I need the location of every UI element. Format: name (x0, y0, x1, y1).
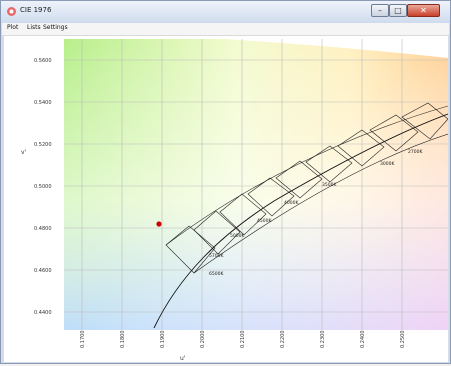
lower-band (193, 133, 449, 274)
x-tick-label: 0.2200 (280, 331, 286, 349)
cct-label: 4500K (257, 218, 272, 224)
menu-plot[interactable]: Plot (7, 24, 19, 31)
cct-label: 2700K (408, 149, 423, 155)
y-tick-label: 0.4400 (34, 310, 52, 316)
y-tick-label: 0.5000 (34, 184, 52, 190)
x-axis: 0.1700 0.1800 0.1900 0.2000 0.2100 0.220… (80, 331, 406, 363)
close-icon: ✕ (420, 6, 427, 15)
cct-label: 3000K (380, 161, 395, 167)
y-tick-label: 0.5400 (34, 100, 52, 106)
cct-label: 5700K (209, 253, 224, 259)
x-tick-label: 0.2300 (320, 331, 326, 349)
cct-label: 4000K (284, 200, 299, 206)
cct-label: 6500K (209, 271, 224, 277)
x-tick-label: 0.2500 (400, 331, 406, 349)
maximize-button[interactable]: □ (389, 4, 407, 17)
y-axis-label: v' (21, 149, 27, 156)
measurement-marker[interactable] (156, 221, 162, 227)
upper-band (165, 105, 449, 246)
minimize-button[interactable]: – (371, 4, 389, 17)
cct-label: 5000K (230, 233, 245, 239)
x-tick-label: 0.1700 (80, 331, 86, 349)
x-tick-label: 0.1800 (120, 331, 126, 349)
cie-diagram[interactable]: 0.5600 0.5400 0.5200 0.5000 0.4800 0.460… (4, 36, 449, 363)
maximize-icon: □ (394, 6, 402, 15)
x-tick-label: 0.2100 (240, 331, 246, 349)
menu-bar: Plot Lists Settings (2, 23, 449, 36)
cct-label: 3500K (322, 182, 337, 188)
y-tick-label: 0.5200 (34, 142, 52, 148)
app-icon (7, 7, 16, 16)
x-tick-label: 0.1900 (160, 331, 166, 349)
x-tick-label: 0.2400 (360, 331, 366, 349)
y-tick-label: 0.4800 (34, 226, 52, 232)
x-tick-label: 0.2000 (200, 331, 206, 349)
window-title: CIE 1976 (20, 6, 52, 14)
grid (64, 39, 448, 330)
menu-lists[interactable]: Lists (27, 24, 41, 31)
x-axis-label: u' (180, 355, 186, 362)
cct-labels: 6500K 5700K 5000K 4500K 4000K 3500K 3000… (209, 149, 423, 277)
y-tick-label: 0.4600 (34, 268, 52, 274)
menu-settings[interactable]: Settings (43, 24, 68, 31)
planckian-locus (153, 113, 449, 329)
title-bar[interactable]: CIE 1976 – □ ✕ (1, 1, 450, 23)
y-tick-label: 0.5600 (34, 58, 52, 64)
minimize-icon: – (378, 6, 382, 15)
outside-locus (224, 39, 448, 58)
close-button[interactable]: ✕ (407, 4, 440, 17)
plot-area[interactable]: 0.5600 0.5400 0.5200 0.5000 0.4800 0.460… (4, 36, 449, 363)
gamut-fill-pink (64, 39, 448, 330)
y-axis: 0.5600 0.5400 0.5200 0.5000 0.4800 0.460… (21, 58, 52, 316)
